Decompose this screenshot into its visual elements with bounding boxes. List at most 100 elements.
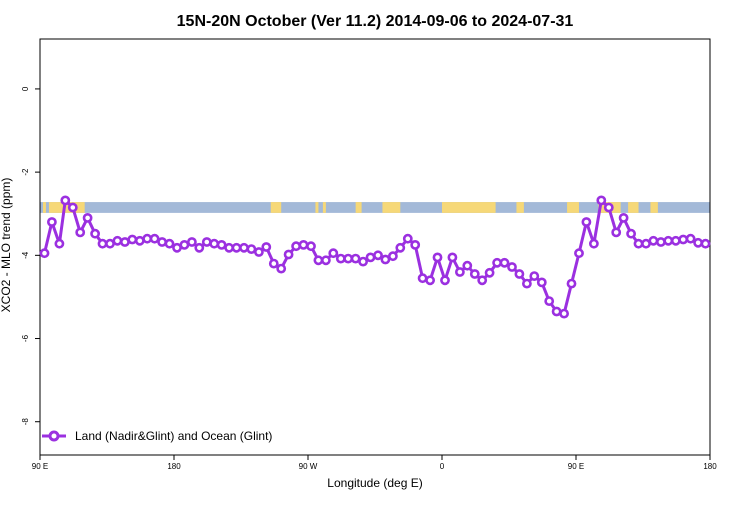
legend-label: Land (Nadir&Glint) and Ocean (Glint) (75, 429, 272, 443)
data-point (514, 269, 525, 279)
data-point (387, 251, 398, 262)
land-segment (270, 202, 282, 213)
data-point (47, 217, 57, 227)
data-point (589, 238, 599, 249)
data-point (358, 256, 368, 267)
data-point (179, 239, 190, 250)
data-point (700, 238, 711, 249)
data-point (574, 248, 584, 259)
x-tick-label: 90 E (568, 462, 584, 471)
data-point (477, 275, 488, 286)
data-point (365, 252, 376, 263)
data-point (54, 238, 65, 249)
data-point (603, 202, 614, 213)
x-tick-label: 0 (440, 462, 445, 471)
data-point (648, 235, 659, 246)
land-segment (628, 202, 639, 213)
data-point (551, 306, 562, 317)
data-point (522, 278, 532, 289)
data-point (209, 238, 220, 249)
data-point (194, 242, 205, 253)
y-tick-label: 0 (21, 86, 30, 91)
y-tick-label: -2 (21, 168, 30, 176)
series-layer (39, 195, 711, 319)
land-segment (42, 202, 46, 213)
data-point (253, 247, 264, 257)
data-point (626, 228, 636, 239)
data-point (447, 252, 458, 263)
x-axis-label: Longitude (deg E) (327, 476, 422, 490)
data-point (127, 234, 138, 245)
data-point (462, 260, 473, 271)
x-tick-label: 90 E (32, 462, 48, 471)
data-point (454, 267, 465, 277)
data-point (566, 278, 577, 289)
legend: Land (Nadir&Glint) and Ocean (Glint) (42, 429, 272, 443)
data-point (395, 242, 406, 253)
data-point (328, 248, 339, 259)
data-point (484, 267, 495, 278)
land-segment (355, 202, 362, 213)
data-point (536, 277, 547, 288)
data-point (507, 262, 517, 272)
data-point (656, 237, 666, 247)
land-segment (567, 202, 579, 213)
x-tick-label: 180 (167, 462, 181, 471)
data-point (685, 233, 696, 244)
y-tick-label: -4 (21, 251, 30, 259)
data-point (469, 269, 480, 279)
data-point (97, 238, 108, 249)
land-segment (650, 202, 658, 213)
y-tick-label: -8 (21, 418, 30, 426)
data-point (373, 250, 383, 261)
axis-ticks: 90 E 180 90 W 0 90 E 180 0 -2 -4 -6 -8 (21, 86, 717, 471)
data-point (432, 252, 443, 263)
data-point (112, 235, 123, 246)
land-segment (48, 202, 85, 213)
ocean-band (40, 202, 710, 213)
data-point (149, 233, 160, 244)
data-point (261, 242, 272, 252)
x-tick-label: 90 W (299, 462, 318, 471)
data-point (499, 257, 510, 268)
data-point (201, 237, 212, 247)
data-point (402, 233, 413, 244)
data-point (320, 255, 331, 266)
plot-frame (39, 38, 711, 456)
land-segment (382, 202, 401, 213)
data-point (663, 235, 674, 246)
data-point (313, 255, 324, 266)
data-point (417, 273, 428, 284)
data-point (39, 248, 50, 259)
data-point (67, 202, 78, 213)
chart-title: 15N-20N October (Ver 11.2) 2014-09-06 to… (177, 13, 574, 30)
data-point (380, 254, 391, 265)
data-point (425, 275, 435, 286)
data-point (410, 239, 421, 250)
data-point (276, 263, 287, 274)
data-point (529, 271, 540, 281)
data-point (298, 239, 309, 250)
land-segment (442, 202, 496, 213)
land-segment (315, 202, 319, 213)
data-point (216, 239, 227, 250)
data-point (60, 195, 71, 206)
data-point (544, 296, 555, 306)
data-point (231, 242, 242, 253)
data-point (693, 237, 703, 248)
data-point (186, 237, 197, 247)
data-point (239, 242, 249, 253)
data-point (306, 241, 316, 252)
data-point (268, 258, 279, 269)
data-point (678, 234, 689, 245)
data-point (618, 212, 629, 223)
data-point (246, 244, 257, 254)
y-tick-label: -6 (21, 334, 30, 342)
data-point (82, 212, 93, 223)
data-point (291, 241, 301, 252)
data-point (350, 253, 361, 264)
data-point (596, 195, 607, 206)
y-axis-label: XCO2 - MLO trend (ppm) (0, 178, 13, 313)
